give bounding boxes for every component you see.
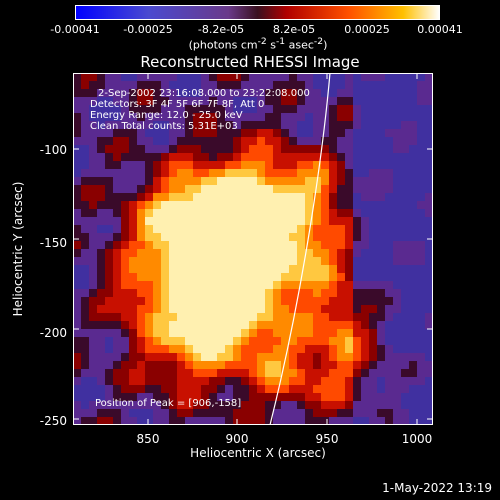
timestamp: 1-May-2022 13:19 — [382, 481, 492, 495]
info-energy-range: Energy Range: 12.0 - 25.0 keV — [90, 110, 243, 121]
y-tick-label: -250 — [39, 414, 67, 428]
x-axis-label: Heliocentric X (arcsec) — [190, 446, 326, 460]
y-tick-label: -150 — [39, 236, 67, 250]
info-block: 2-Sep-2002 23:16:08.000 to 23:22:08.000 … — [90, 88, 310, 132]
rhessi-image — [73, 73, 433, 425]
colorbar — [75, 5, 440, 20]
x-tick-label: 900 — [225, 432, 249, 446]
y-tick-label: -200 — [39, 326, 67, 340]
peak-position: Position of Peak = [906,-158] — [95, 398, 242, 409]
colorbar-tick-label: 8.2e-05 — [272, 23, 316, 36]
colorbar-tick-label: 0.00041 — [417, 23, 463, 36]
x-tick-label: 1000 — [401, 432, 433, 446]
colorbar-tick-label: -0.00025 — [123, 23, 173, 36]
colorbar-tick-label: -8.2e-05 — [197, 23, 245, 36]
colorbar-tick-label: 0.00025 — [344, 23, 390, 36]
colorbar-tick-label: -0.00041 — [50, 23, 100, 36]
info-clean-counts: Clean Total counts: 5.31E+03 — [90, 121, 238, 132]
y-tick-label: -100 — [39, 143, 67, 157]
solar-limb-line — [269, 73, 331, 425]
colorbar-units: (photons cm-2 s-1 asec-2) — [188, 36, 328, 52]
y-axis-label: Heliocentric Y (arcsec) — [11, 181, 25, 317]
plot-title: Reconstructed RHESSI Image — [140, 53, 360, 71]
info-detectors: Detectors: 3F 4F 5F 6F 7F 8F, Att 0 — [90, 99, 265, 110]
info-time-range: 2-Sep-2002 23:16:08.000 to 23:22:08.000 — [98, 88, 310, 99]
x-tick-label: 950 — [315, 432, 339, 446]
x-tick-label: 850 — [136, 432, 160, 446]
